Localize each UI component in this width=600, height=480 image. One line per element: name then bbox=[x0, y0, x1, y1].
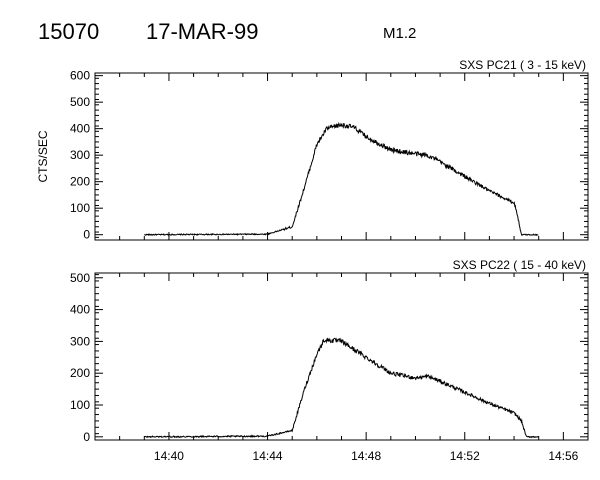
y-tick-label: 500 bbox=[70, 95, 90, 109]
chart-panel-pc22: SXS PC22 ( 15 - 40 keV) 0 100 200 300 400 500 1… bbox=[70, 258, 589, 463]
x-tick-label: 14:48 bbox=[351, 449, 381, 463]
y-tick-label: 400 bbox=[70, 122, 90, 136]
event-number: 15070 bbox=[38, 19, 99, 44]
y-tick-label: 0 bbox=[83, 430, 90, 444]
y-tick-label: 600 bbox=[70, 69, 90, 83]
x-tick-label: 14:40 bbox=[154, 449, 184, 463]
figure-header: 15070 17-MAR-99 M1.2 bbox=[38, 19, 416, 44]
panel-title: SXS PC21 ( 3 - 15 keV) bbox=[459, 58, 586, 72]
x-tick-label: 14:56 bbox=[548, 449, 578, 463]
series-line-1 bbox=[144, 337, 539, 439]
panel-title: SXS PC22 ( 15 - 40 keV) bbox=[453, 258, 586, 272]
chart-panel-pc21: SXS PC21 ( 3 - 15 keV) 0 100 200 300 400 500 60… bbox=[36, 58, 589, 242]
y-tick-label: 300 bbox=[70, 148, 90, 162]
plot-frame bbox=[94, 72, 589, 241]
y-tick-label: 200 bbox=[70, 175, 90, 189]
series-line-1 bbox=[144, 121, 539, 237]
y-tick-label: 500 bbox=[70, 271, 90, 285]
plot-frame bbox=[94, 272, 589, 441]
x-tick-label: 14:44 bbox=[253, 449, 283, 463]
y-tick-label: 100 bbox=[70, 398, 90, 412]
x-tick-label: 14:52 bbox=[450, 449, 480, 463]
y-axis-label: CTS/SEC bbox=[36, 130, 50, 182]
y-tick-label: 200 bbox=[70, 366, 90, 380]
y-tick-label: 0 bbox=[83, 228, 90, 242]
y-tick-label: 300 bbox=[70, 334, 90, 348]
flare-class: M1.2 bbox=[383, 25, 416, 42]
y-tick-label: 100 bbox=[70, 201, 90, 215]
y-tick-label: 400 bbox=[70, 303, 90, 317]
event-date: 17-MAR-99 bbox=[146, 19, 258, 44]
